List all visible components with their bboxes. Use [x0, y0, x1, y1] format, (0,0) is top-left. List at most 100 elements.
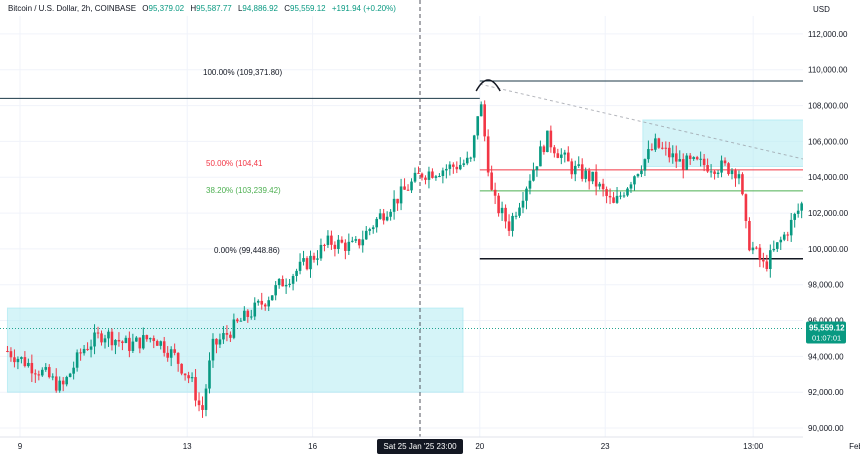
candle-body: [654, 138, 657, 150]
candle-body: [375, 218, 378, 228]
candle-body: [37, 374, 41, 376]
candle-body: [6, 351, 9, 353]
candle-body: [664, 147, 668, 149]
candle-body: [232, 319, 236, 338]
candle-body: [159, 341, 163, 346]
candle-body: [399, 186, 403, 204]
candle-body: [647, 149, 650, 160]
candle-body: [782, 234, 786, 240]
candle-body: [410, 181, 413, 191]
candle-body: [469, 157, 473, 159]
symbol-header: Bitcoin / U.S. Dollar, 2h, COINBASE O95,…: [8, 4, 396, 13]
high-label: H: [190, 4, 197, 13]
candle-body: [333, 244, 337, 249]
candle-body: [535, 166, 539, 171]
candle-body: [183, 373, 187, 376]
change-value: +191.94 (+0.20%): [331, 4, 396, 13]
candle-body: [500, 207, 504, 214]
candle-body: [312, 255, 316, 260]
candle-body: [61, 380, 65, 385]
candle-body: [483, 104, 486, 137]
candle-body: [79, 352, 82, 354]
price-tick-label: 102,000.00: [808, 209, 849, 218]
candle-body: [190, 377, 194, 379]
bar-countdown: 01:07:01: [812, 333, 841, 342]
candle-body: [131, 341, 135, 351]
candle-body: [155, 341, 159, 346]
candle-body: [145, 335, 149, 340]
candle-body: [563, 152, 567, 155]
candle-body: [281, 278, 284, 287]
candle-body: [13, 357, 16, 363]
candle-body: [173, 349, 176, 353]
candle-body: [211, 338, 215, 361]
candle-body: [263, 304, 267, 307]
candle-body: [601, 183, 605, 190]
supply-demand-zone[interactable]: [6, 307, 464, 393]
candle-body: [591, 171, 594, 182]
candle-body: [16, 358, 20, 363]
candle-body: [148, 338, 152, 340]
candle-body: [789, 219, 793, 236]
candle-body: [636, 174, 640, 177]
candle-body: [351, 240, 354, 242]
symbol-title[interactable]: Bitcoin / U.S. Dollar, 2h, COINBASE: [8, 4, 137, 13]
candle-body: [553, 147, 556, 154]
candle-body: [587, 170, 591, 182]
candle-body: [128, 337, 131, 351]
candle-body: [204, 388, 208, 410]
price-tick-label: 90,000.00: [808, 424, 844, 433]
candle-body: [20, 357, 23, 359]
price-tick-label: 112,000.00: [808, 30, 848, 39]
open-value: 95,379.02: [148, 4, 185, 13]
peak-arc-marker[interactable]: [475, 79, 501, 92]
candle-body: [720, 160, 723, 173]
candle-body: [424, 177, 427, 180]
candle-body: [438, 176, 441, 178]
candle-body: [302, 258, 305, 262]
candle-body: [661, 147, 664, 149]
candle-body: [723, 160, 727, 164]
candle-body: [462, 163, 466, 165]
candle-body: [486, 136, 490, 173]
fib-label-0: 0.00% (99,448.86): [214, 246, 280, 255]
candle-body: [142, 335, 145, 349]
candle-body: [622, 195, 626, 197]
candle-body: [619, 195, 622, 197]
candle-body: [678, 159, 682, 162]
candle-body: [361, 239, 365, 246]
candle-body: [734, 170, 737, 179]
current-price-badge[interactable]: [806, 321, 846, 344]
candle-body: [452, 164, 455, 167]
candle-body: [337, 239, 340, 249]
candle-body: [713, 171, 716, 175]
price-tick-label: 100,000.00: [808, 245, 849, 254]
candle-body: [490, 172, 493, 190]
candle-body: [117, 339, 121, 342]
candle-body: [493, 189, 497, 196]
candle-body: [47, 367, 51, 378]
candle-body: [316, 258, 319, 260]
candle-body: [284, 284, 288, 287]
candle-body: [556, 153, 560, 158]
candle-body: [236, 319, 239, 322]
candle-body: [744, 194, 748, 221]
candle-body: [340, 239, 344, 243]
candle-body: [448, 164, 452, 169]
candle-body: [110, 331, 114, 346]
candle-body: [605, 189, 608, 196]
candle-body: [741, 174, 744, 195]
candle-body: [699, 158, 702, 160]
candle-body: [378, 213, 382, 219]
time-tick-label: 16: [308, 442, 317, 451]
time-tick-label: Feb: [849, 442, 860, 451]
candle-body: [455, 166, 459, 170]
candle-body: [594, 171, 598, 187]
candle-body: [187, 375, 190, 379]
candle-body: [260, 300, 264, 305]
candle-body: [445, 168, 448, 171]
candle-body: [727, 163, 730, 175]
candle-body: [208, 360, 211, 389]
